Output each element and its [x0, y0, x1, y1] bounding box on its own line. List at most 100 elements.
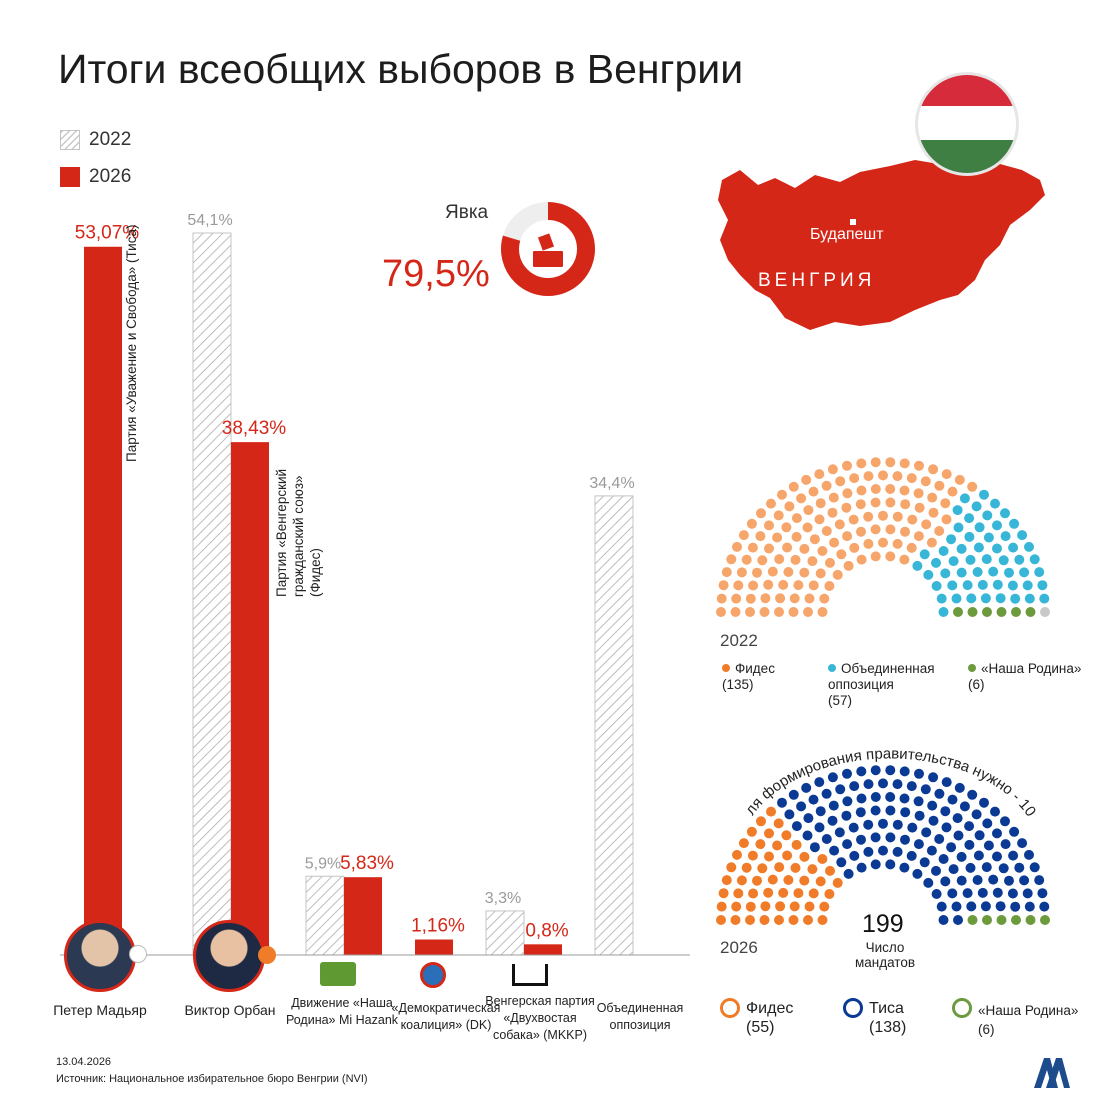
seat-2026-61	[803, 813, 814, 824]
seat-2022-40	[755, 531, 766, 542]
seat-2026-155	[983, 840, 994, 851]
seat-2026-117	[920, 784, 931, 795]
seat-2026-126	[921, 827, 932, 838]
legend-2022-label: 2022	[89, 129, 132, 150]
seat-2022-55	[809, 534, 820, 545]
seat-2022-196	[1011, 607, 1021, 617]
seat-2026-127	[928, 815, 939, 826]
seat-2022-87	[849, 473, 860, 484]
seat-2026-110	[900, 807, 911, 818]
seat-2022-154	[948, 556, 959, 567]
legend-2022: 2022	[60, 129, 131, 151]
seat-2022-106	[885, 551, 896, 562]
seat-2022-144	[938, 546, 949, 556]
candidate-magyar: Петер Мадьяр	[53, 1002, 147, 1018]
seat-2022-16	[733, 580, 744, 591]
seat-2022-18	[819, 593, 830, 604]
seat-2026-97	[870, 765, 881, 776]
seat-2022-14	[718, 580, 729, 591]
seat-2022-34	[799, 567, 810, 578]
majority-arc-label: Для формирования правительства нужно - 1…	[700, 720, 1039, 820]
fidesz-dot-icon	[722, 664, 730, 672]
seat-2022-86	[863, 538, 874, 549]
seat-2022-140	[971, 501, 982, 512]
seat-2022-145	[990, 498, 1000, 509]
seat-2026-167	[1024, 849, 1034, 860]
seat-2022-101	[885, 457, 896, 468]
seat-2026-153	[992, 828, 1002, 839]
seat-2026-83	[842, 796, 853, 807]
seat-2026-119	[928, 772, 939, 783]
seat-2022-104	[885, 524, 896, 535]
seat-2026-111	[892, 846, 903, 857]
seat-2022-194	[982, 607, 992, 617]
seat-2022-49	[791, 531, 802, 542]
seat-2022-150	[923, 569, 934, 580]
seat-2026-181	[1007, 888, 1018, 899]
seat-2026-193	[967, 915, 978, 925]
seat-2022-146	[931, 557, 941, 568]
seat-2022-100	[878, 470, 888, 481]
seat-2026-31	[732, 849, 742, 860]
seat-2026-22	[736, 875, 747, 886]
seat-2026-39	[815, 876, 826, 887]
legend-2026-tisza: Тиса (138)	[869, 999, 906, 1037]
fidesz-ring-icon	[720, 998, 740, 1018]
legend-red-swatch	[60, 167, 80, 187]
seat-2026-14	[718, 888, 729, 899]
seat-2026-24	[793, 888, 804, 899]
seat-2022-78	[856, 554, 867, 565]
seat-2026-180	[936, 901, 947, 912]
seat-2026-197	[1025, 915, 1036, 925]
hungary-map	[718, 72, 1045, 330]
seat-2026-46	[799, 851, 810, 862]
seat-2022-156	[973, 542, 984, 553]
seat-2022-89	[856, 485, 867, 496]
seat-2026-104	[885, 832, 896, 843]
seat-2026-175	[1004, 875, 1014, 886]
seat-2026-179	[992, 887, 1003, 898]
seat-2022-4	[759, 607, 770, 617]
seat-2026-76	[821, 788, 832, 799]
seat-2026-189	[1024, 901, 1035, 912]
seat-2026-165	[1008, 850, 1019, 861]
bar-label-2026-0: 53,07%	[75, 223, 140, 244]
seat-2022-61	[803, 505, 814, 516]
seat-2026-30	[757, 863, 768, 874]
seat-2026-40	[755, 839, 766, 850]
seat-2026-174	[962, 888, 973, 899]
seat-2026-67	[814, 822, 825, 833]
seat-2022-102	[885, 484, 896, 494]
seat-2026-32	[824, 889, 835, 899]
seat-2026-154	[948, 864, 959, 875]
seat-2022-48	[832, 569, 843, 580]
bar-label-2022-1: 54,1%	[187, 212, 232, 229]
seat-2026-42	[746, 826, 757, 837]
seat-2026-27	[808, 888, 819, 899]
seat-2026-131	[941, 822, 952, 833]
seat-2026-182	[951, 901, 962, 912]
seat-2026-15	[804, 901, 815, 912]
seat-2026-190	[1039, 901, 1050, 912]
seat-2022-176	[1019, 567, 1030, 578]
seat-2022-169	[972, 567, 983, 577]
seat-2022-184	[1037, 580, 1048, 591]
seat-2022-46	[799, 543, 810, 554]
seat-2026-147	[982, 818, 993, 829]
seat-2026-188	[1010, 901, 1021, 912]
svg-text:Для формирования правительства: Для формирования правительства нужно - 1…	[700, 720, 1039, 820]
seat-2026-58	[784, 809, 795, 820]
seat-2026-102	[885, 792, 896, 802]
seat-2026-113	[914, 768, 924, 779]
seat-2022-137	[952, 505, 963, 516]
seat-2026-123	[934, 788, 945, 799]
seat-2022-92	[870, 551, 881, 562]
majority-note: Для формирования правительства нужно - 1…	[700, 720, 1039, 820]
party-label-opposition: Объединенная оппозиция	[596, 1001, 684, 1032]
seat-2026-5	[745, 915, 755, 925]
seat-2026-89	[856, 793, 867, 804]
bar-label-2026-1: 38,43%	[222, 418, 287, 439]
seat-2022-85	[842, 460, 852, 471]
